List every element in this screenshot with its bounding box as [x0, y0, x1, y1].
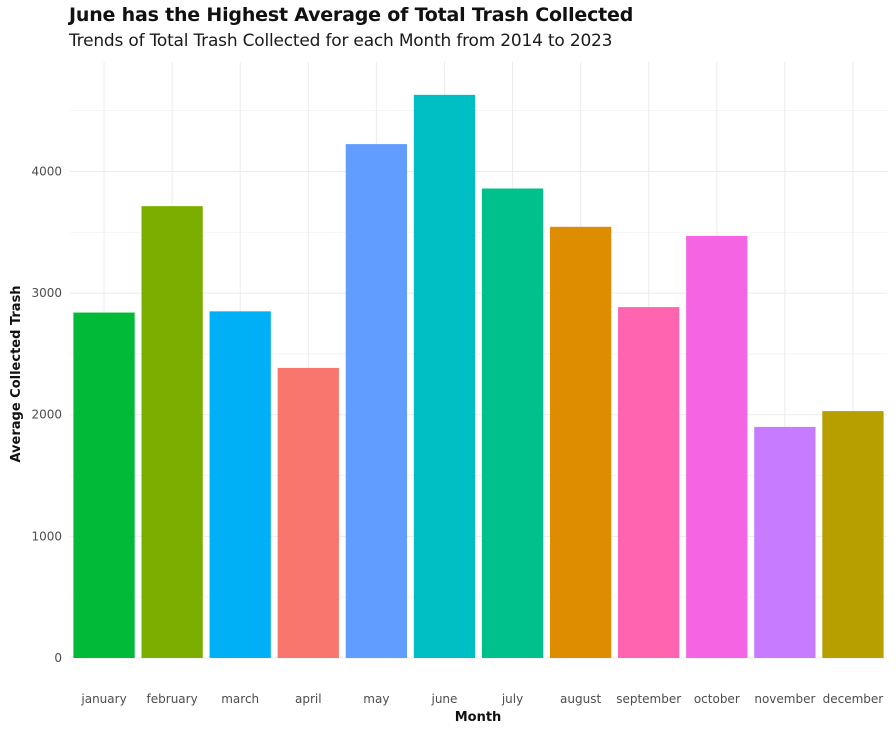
- bar-october: [686, 235, 748, 658]
- bar-april: [277, 367, 339, 658]
- bar-november: [754, 426, 816, 658]
- bar-february: [141, 206, 203, 658]
- x-tick-label: march: [221, 692, 259, 706]
- x-tick-label: january: [80, 692, 126, 706]
- x-axis-title: Month: [455, 710, 502, 725]
- bar-may: [345, 144, 408, 659]
- x-tick-label: august: [560, 692, 601, 706]
- x-tick-label: june: [430, 692, 457, 706]
- x-tick-label: may: [363, 692, 389, 706]
- y-tick-label: 1000: [31, 529, 62, 543]
- bar-january: [73, 312, 135, 658]
- bar-september: [618, 307, 680, 658]
- bar-july: [481, 188, 544, 658]
- x-tick-label: november: [754, 692, 815, 706]
- x-tick-label: october: [694, 692, 740, 706]
- y-tick-label: 3000: [31, 286, 62, 300]
- y-axis-title: Average Collected Trash: [9, 285, 24, 462]
- chart-title: June has the Highest Average of Total Tr…: [69, 4, 634, 26]
- chart-subtitle: Trends of Total Trash Collected for each…: [69, 31, 613, 51]
- x-tick-label: september: [616, 692, 681, 706]
- bar-june: [413, 94, 476, 659]
- bar-march: [209, 311, 271, 658]
- y-tick-label: 0: [54, 651, 62, 665]
- x-tick-label: july: [501, 692, 523, 706]
- x-axis-ticks: january february march april may june july augu…: [80, 692, 883, 706]
- y-axis-ticks: 0 1000 2000 3000 4000: [31, 164, 62, 665]
- y-tick-label: 4000: [31, 164, 62, 178]
- x-tick-label: december: [823, 692, 884, 706]
- bar-august: [549, 226, 612, 658]
- bars: [73, 94, 884, 659]
- y-tick-label: 2000: [31, 408, 62, 422]
- bar-december: [822, 411, 884, 658]
- x-tick-label: april: [295, 692, 322, 706]
- x-tick-label: february: [147, 692, 198, 706]
